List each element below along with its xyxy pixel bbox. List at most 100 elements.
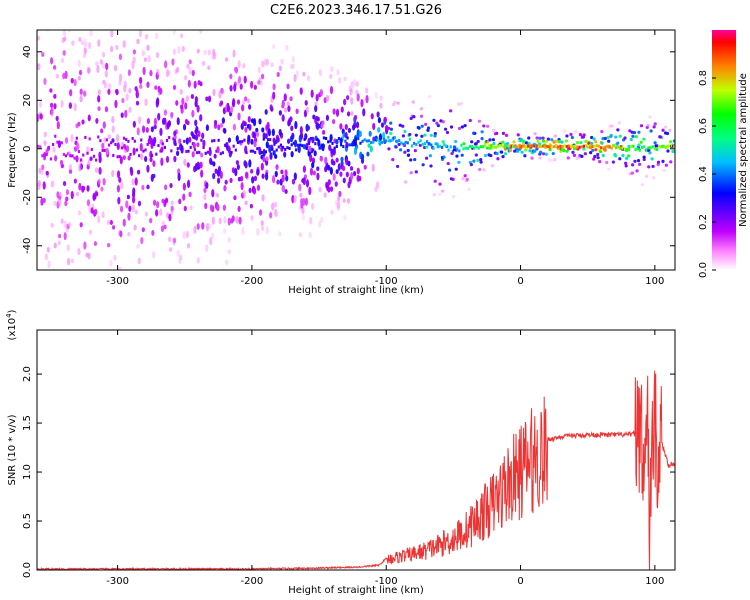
spectrogram-cell (580, 154, 584, 158)
colorbar-tick-label: 0.0 (698, 262, 709, 278)
spectrogram-cell (86, 199, 91, 207)
spectrogram-cell (565, 149, 569, 153)
spectrogram-core-cell (490, 143, 493, 147)
spectrogram-core-cell (47, 145, 50, 149)
spectrogram-cell (316, 172, 320, 181)
spectrogram-cell (200, 169, 204, 178)
spectrogram-core-cell (615, 146, 618, 150)
spectrogram-cell (260, 162, 264, 171)
spectrogram-cell (593, 154, 597, 159)
spectrogram-cell (435, 121, 439, 125)
spectrogram-cell (321, 120, 325, 126)
spectrogram-cell (151, 230, 155, 236)
spectrogram-cell (304, 197, 308, 206)
spectrogram-cell (194, 119, 198, 127)
spectrogram-cell (120, 181, 124, 190)
spectrogram-core-cell (569, 145, 573, 149)
spectrogram-cell (436, 124, 440, 128)
spectrogram-core-cell (531, 144, 534, 148)
spectrogram-core-cell (318, 146, 321, 150)
spectrogram-cell (152, 199, 157, 206)
spectrogram-cell (108, 83, 112, 90)
spectrogram-cell (41, 164, 45, 171)
spectrogram-cell (122, 218, 126, 227)
spectrogram-cell (150, 126, 154, 133)
spectrogram-cell (353, 79, 357, 87)
spectrogram-core-cell (77, 150, 81, 154)
spectrogram-cell (53, 200, 57, 207)
spectrogram-core-cell (337, 137, 341, 141)
spectrogram-cell (76, 142, 80, 151)
spectrogram-cell (572, 153, 577, 157)
spectrogram-core-cell (406, 141, 409, 145)
spectrogram-cell (624, 161, 628, 165)
spectrogram-cell (92, 282, 95, 287)
spectrogram-cell (423, 133, 427, 137)
spectrogram-core-cell (496, 144, 500, 148)
spectrogram-cell (646, 123, 650, 128)
spectrogram-cell (521, 139, 525, 143)
spectrogram-cell (462, 142, 466, 146)
spectrogram-cell (652, 176, 656, 180)
spectrogram-cell (138, 30, 143, 38)
spectrogram-cell (401, 134, 405, 138)
spectrogram-cell (336, 204, 340, 211)
spectrogram-cell (248, 104, 252, 110)
spectrogram-cell (128, 106, 132, 113)
spectrogram-cell (668, 128, 672, 132)
spectrogram-cell (159, 127, 163, 136)
spectrogram-y-tick-label: -40 (22, 238, 33, 254)
spectrogram-cell (93, 23, 96, 29)
spectrogram-core-cell (382, 137, 386, 141)
spectrogram-cell (396, 164, 400, 169)
spectrogram-cell (93, 19, 96, 24)
spectrogram-cell (653, 141, 657, 145)
spectrogram-cell (125, 200, 129, 209)
spectrogram-cell (62, 181, 67, 187)
spectrogram-cell (164, 184, 168, 191)
spectrogram-cell (264, 133, 268, 139)
spectrogram-cell (180, 17, 183, 21)
spectrogram-core-cell (617, 145, 620, 149)
spectrogram-cell (409, 171, 413, 175)
spectrogram-core-cell (110, 141, 113, 145)
spectrogram-cell (281, 114, 285, 122)
spectrogram-cell (50, 102, 54, 108)
spectrogram-cell (600, 129, 604, 134)
spectrogram-core-cell (307, 142, 310, 146)
spectrogram-cell (179, 89, 183, 95)
spectrogram-cell (135, 100, 140, 106)
spectrogram-cell (371, 163, 375, 172)
spectrogram-cell (132, 147, 136, 156)
spectrogram-cell (271, 175, 276, 184)
spectrogram-cell (627, 154, 631, 158)
spectrogram-cell (63, 220, 67, 228)
spectrogram-cell (397, 142, 401, 147)
spectrogram-cell (75, 191, 80, 197)
spectrogram-cell (278, 231, 282, 237)
spectrogram-core-cell (473, 146, 476, 150)
spectrogram-cell (141, 6, 144, 14)
spectrogram-cell (116, 134, 120, 142)
spectrogram-core-cell (453, 145, 457, 149)
spectrogram-cell (221, 88, 225, 95)
spectrogram-core-cell (333, 146, 336, 150)
spectrogram-cell (394, 145, 398, 149)
spectrogram-cell (516, 133, 520, 137)
spectrogram-cell (68, 102, 72, 109)
spectrogram-cell (61, 37, 65, 44)
spectrogram-cell (252, 187, 257, 195)
spectrogram-cell (205, 244, 209, 253)
spectrogram-cell (327, 186, 331, 193)
spectrogram-core-cell (90, 147, 93, 151)
spectrogram-cell (115, 44, 119, 51)
spectrogram-cell (649, 129, 653, 133)
spectrogram-cell (523, 154, 527, 158)
spectrogram-cell (332, 119, 336, 125)
snr-y-tick-label: 1.5 (22, 415, 33, 431)
spectrogram-core-cell (193, 148, 197, 152)
spectrogram-cell (291, 63, 295, 69)
spectrogram-core-cell (447, 148, 450, 152)
spectrogram-cell (631, 134, 635, 139)
spectrogram-cell (501, 140, 505, 144)
